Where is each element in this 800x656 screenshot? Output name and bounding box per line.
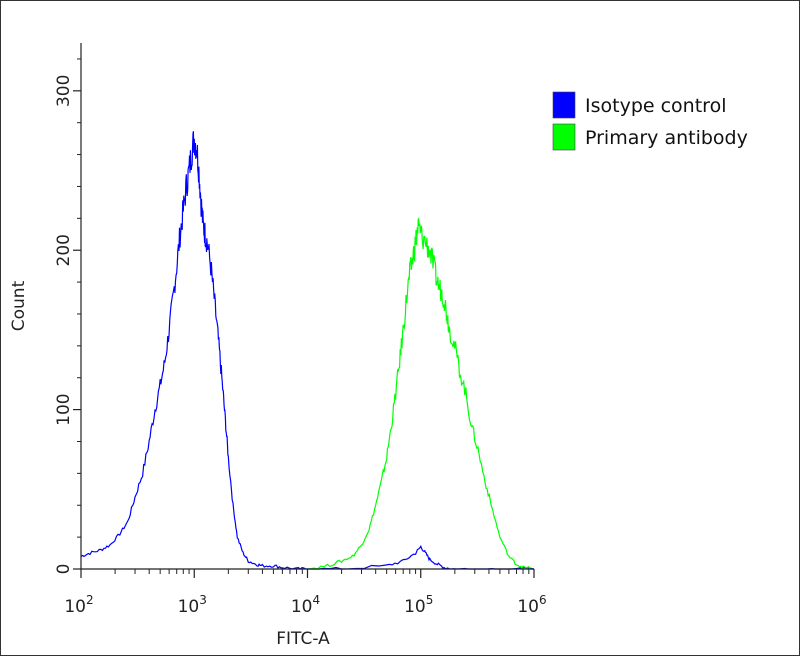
- legend-label: Isotype control: [585, 95, 726, 117]
- x-tick-label: 105: [404, 593, 433, 617]
- legend-swatch: [552, 123, 576, 151]
- y-tick-label: 200: [54, 234, 74, 266]
- x-axis-ticks: 102 103 104 105 106: [64, 569, 547, 617]
- x-tick-label: 102: [64, 593, 93, 617]
- y-axis-ticks: 0 100 200 300: [54, 58, 81, 575]
- axes: 102 103 104 105 106 0 100 200 300: [54, 43, 547, 617]
- x-axis-title: FITC-A: [276, 629, 330, 649]
- legend: Isotype control Primary antibody: [552, 91, 748, 151]
- y-tick-label: 100: [54, 393, 74, 425]
- legend-label: Primary antibody: [585, 127, 748, 149]
- series-line-isotype-control: [80, 131, 535, 570]
- plot-lines: [80, 131, 535, 570]
- series-line-primary-antibody: [307, 217, 534, 570]
- y-axis-title: Count: [9, 280, 29, 331]
- x-tick-label: 106: [517, 593, 546, 617]
- x-tick-label: 104: [291, 593, 320, 617]
- y-tick-label: 300: [54, 75, 74, 107]
- x-tick-label: 103: [178, 593, 207, 617]
- legend-swatch: [552, 91, 576, 119]
- y-tick-label: 0: [54, 564, 74, 575]
